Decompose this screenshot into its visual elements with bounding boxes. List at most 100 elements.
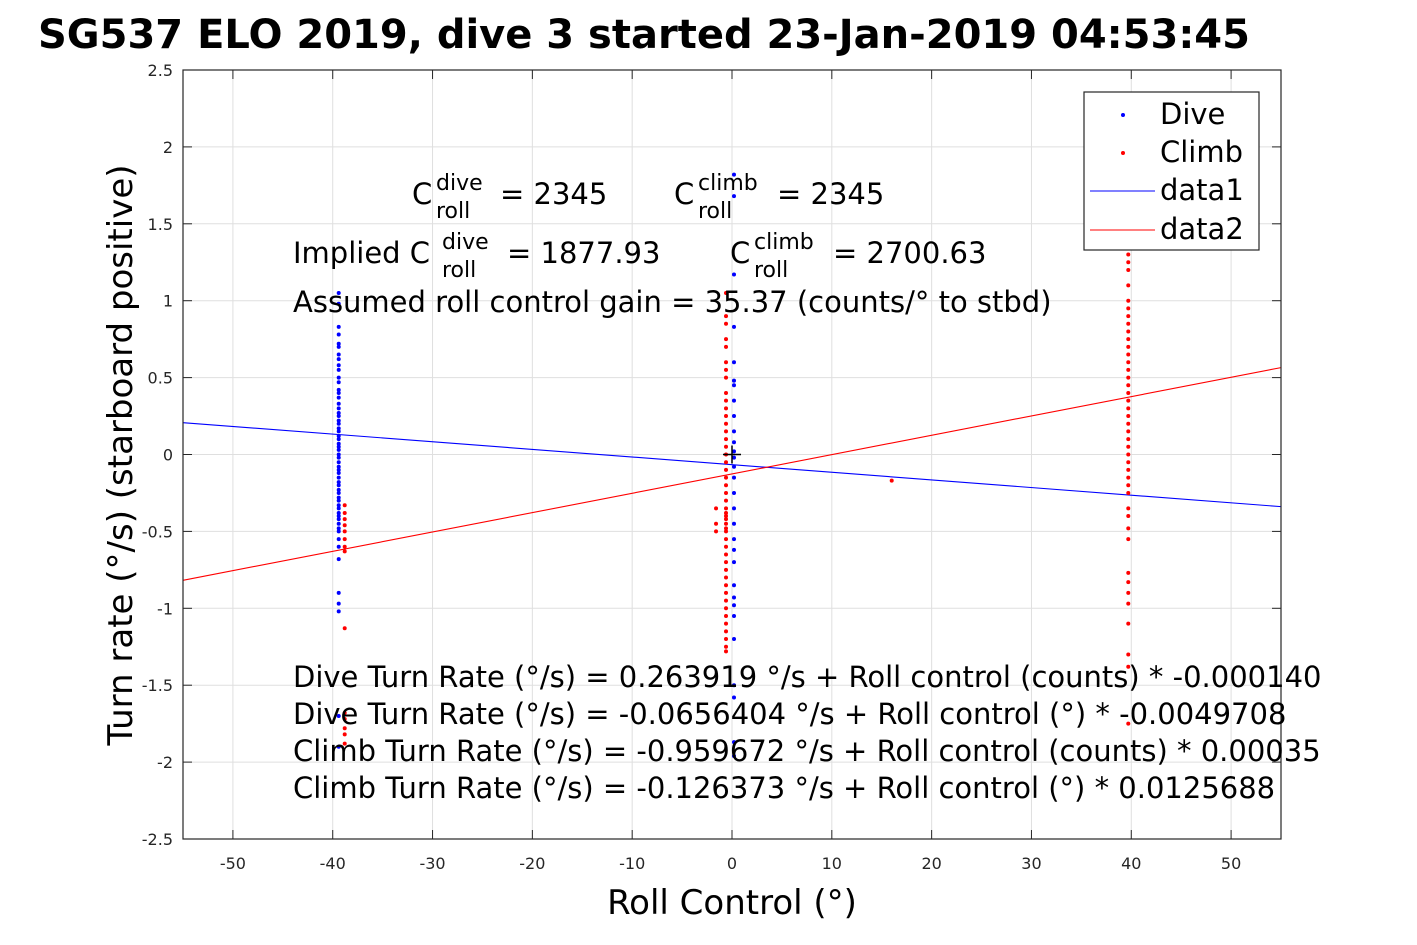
point-climb [724,560,729,565]
point-climb [342,726,347,731]
point-dive [336,590,341,595]
point-climb [342,529,347,534]
point-climb [724,444,729,449]
point-dive [336,387,341,392]
x-tick-label: 30 [1021,854,1041,873]
point-climb [724,467,729,472]
point-climb [342,549,347,554]
point-climb [1126,514,1131,519]
point-climb [724,375,729,380]
point-climb [1126,421,1131,426]
point-climb [1126,329,1131,334]
origin-marker [723,445,741,464]
point-dive [336,418,341,423]
point-climb [724,552,729,557]
point-climb [724,498,729,503]
point-climb [1126,444,1131,449]
point-dive [336,444,341,449]
point-dive [336,506,341,511]
point-dive [336,406,341,411]
point-climb [724,360,729,365]
gain-annotation: Assumed roll control gain = 35.37 (count… [293,285,1052,319]
point-dive [731,613,736,618]
point-dive [336,426,341,431]
annotation-c-climb: C climb roll = 2345 [674,171,884,224]
point-climb [724,598,729,603]
x-tick-label: -20 [519,854,545,873]
point-climb [1126,506,1131,511]
point-dive [731,172,736,177]
point-climb [1126,483,1131,488]
point-dive [731,464,736,469]
point-climb [1126,383,1131,388]
point-dive [731,603,736,608]
point-climb [714,529,719,534]
x-tick-label: -40 [320,854,346,873]
point-climb [1126,452,1131,457]
point-dive [336,429,341,434]
legend-data1-label: data1 [1160,173,1244,207]
fit-lines [182,367,1282,581]
point-dive [336,601,341,606]
point-climb [724,398,729,403]
point-dive [336,344,341,349]
c-climb-value: = 2345 [777,177,884,211]
x-tick-label: 40 [1121,854,1141,873]
x-tick-label: -50 [220,854,246,873]
point-dive [336,529,341,534]
point-dive [731,272,736,277]
point-climb [1126,652,1131,657]
x-tick-label: 10 [822,854,842,873]
point-climb [1126,298,1131,303]
point-climb [724,583,729,588]
point-dive [731,740,736,745]
point-dive [336,713,341,718]
point-dive [336,487,341,492]
point-climb [1126,664,1131,669]
point-climb [1126,621,1131,626]
point-climb [1126,406,1131,411]
point-climb [724,367,729,372]
point-climb [724,567,729,572]
point-dive [731,475,736,480]
point-climb [724,421,729,426]
point-dive [336,301,341,306]
point-climb [1126,526,1131,531]
point-climb [1126,306,1131,311]
point-climb [1126,267,1131,272]
point-dive [336,609,341,614]
c-climb-base: C [674,177,694,211]
point-dive [336,470,341,475]
point-climb [342,517,347,522]
point-climb [724,437,729,442]
point-dive [336,421,341,426]
point-climb [724,537,729,542]
point-dive [336,503,341,508]
point-climb [724,390,729,395]
point-climb [342,523,347,528]
point-climb [724,613,729,618]
point-climb [889,478,894,483]
point-climb [724,506,729,511]
point-climb [1126,260,1131,265]
point-climb [1126,467,1131,472]
point-climb [724,406,729,411]
point-climb [1126,590,1131,595]
point-dive [731,695,736,700]
point-dive [731,637,736,642]
y-tick-label: 0 [163,446,173,465]
point-dive [336,324,341,329]
legend-climb-marker [1121,151,1125,155]
data-points [336,172,1131,758]
point-dive [336,390,341,395]
point-climb [724,483,729,488]
point-dive [336,357,341,362]
y-tick-label: 1.5 [148,215,173,234]
point-climb [1126,252,1131,257]
point-climb [1126,398,1131,403]
point-dive [731,383,736,388]
x-tick-label: 50 [1221,854,1241,873]
point-climb [1126,460,1131,465]
point-dive [731,378,736,383]
point-dive [336,464,341,469]
